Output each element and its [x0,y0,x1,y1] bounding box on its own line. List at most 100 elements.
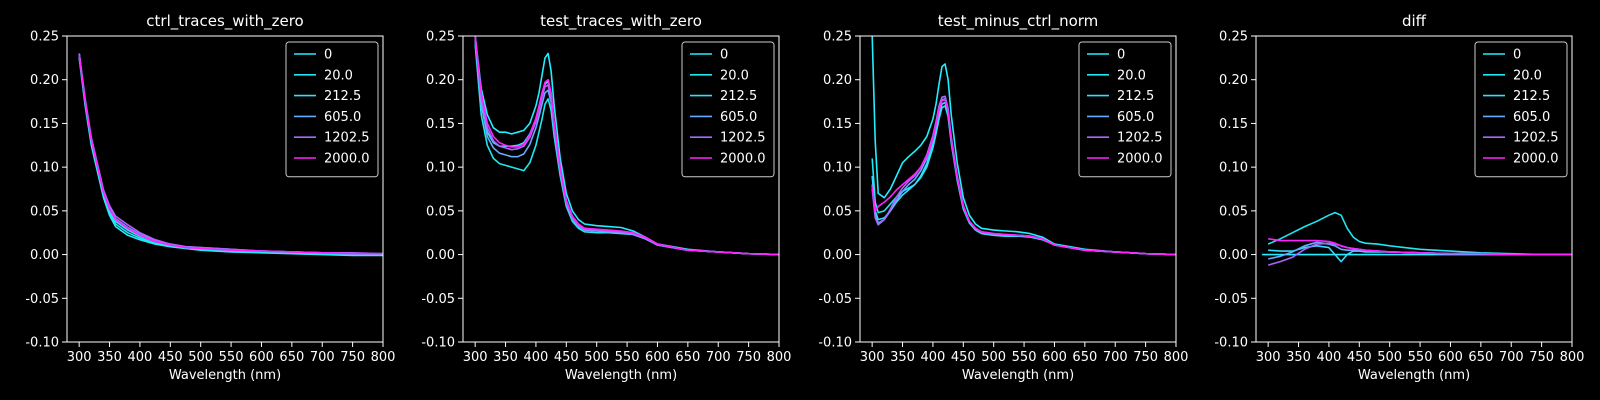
x-tick-label: 600 [1042,350,1067,365]
x-tick-label: 650 [1468,350,1493,365]
y-tick-label: 0.10 [426,161,455,176]
legend-label: 2000.0 [1513,152,1559,167]
legend-box [681,41,775,178]
x-tick-label: 400 [921,350,946,365]
x-tick-label: 400 [128,350,153,365]
legend-label: 2000.0 [720,152,766,167]
x-tick-label: 300 [463,350,488,365]
x-tick-label: 450 [158,350,183,365]
x-tick-label: 350 [890,350,915,365]
chart-title: ctrl_traces_with_zero [146,12,303,31]
y-tick-label: -0.10 [421,336,455,351]
y-tick-label: 0.10 [823,161,852,176]
y-tick-label: 0.25 [1219,30,1248,45]
x-tick-label: 400 [524,350,549,365]
chart-title: diff [1402,12,1427,30]
x-tick-label: 450 [1347,350,1372,365]
y-tick-label: 0.25 [30,30,59,45]
legend-box [1078,41,1172,178]
y-tick-label: 0.20 [426,73,455,88]
chart-panel-4: diff 300 350 400 450 500 550 600 650 700 750 800 -0.… [1214,12,1584,383]
x-tick-label: 800 [1560,350,1585,365]
axes-frame [462,35,780,343]
x-tick-label: 600 [645,350,670,365]
x-tick-label: 650 [1072,350,1097,365]
legend-label: 1202.5 [324,131,370,146]
legend-label: 605.0 [324,110,361,125]
x-tick-label: 500 [584,350,609,365]
x-tick-label: 550 [1012,350,1037,365]
x-tick-label: 750 [1133,350,1158,365]
y-tick-label: 0.20 [1219,73,1248,88]
axes-frame [859,35,1177,343]
x-tick-label: 300 [67,350,92,365]
y-tick-label: -0.05 [421,292,455,307]
y-tick-label: -0.05 [818,292,852,307]
y-tick-label: 0.10 [1219,161,1248,176]
x-tick-label: 750 [736,350,761,365]
x-axis-label: Wavelength (nm) [962,368,1074,383]
series-line-2000.0 [871,99,1176,256]
x-tick-label: 450 [951,350,976,365]
x-axis-label: Wavelength (nm) [565,368,677,383]
y-tick-label: 0.15 [30,117,59,132]
legend: 0 20.0 212.5 605.0 1202.5 2000.0 [285,41,379,178]
y-tick-label: -0.10 [818,336,852,351]
x-tick-label: 350 [1286,350,1311,365]
y-tick-label: 0.20 [30,73,59,88]
legend-label: 0 [1513,48,1521,63]
y-tick-label: 0.00 [1219,248,1248,263]
legend-label: 20.0 [720,68,749,83]
y-tick-label: -0.05 [25,292,59,307]
legend-label: 212.5 [324,89,361,104]
y-tick-label: 0.15 [823,117,852,132]
y-tick-label: 0.20 [823,73,852,88]
chart-title: test_minus_ctrl_norm [938,12,1099,31]
x-tick-label: 600 [249,350,274,365]
legend-label: 1202.5 [720,131,766,146]
chart-panel-1: ctrl_traces_with_zero 300 350 400 450 500 550 6… [25,12,395,383]
legend-label: 0 [720,48,728,63]
x-tick-label: 300 [860,350,885,365]
series-line-2000.0 [1268,238,1572,256]
legend-box [285,41,379,178]
x-tick-label: 500 [1377,350,1402,365]
x-tick-label: 700 [706,350,731,365]
y-tick-label: 0.05 [30,204,59,219]
legend-label: 212.5 [1513,89,1550,104]
x-tick-label: 450 [554,350,579,365]
y-tick-label: -0.10 [25,336,59,351]
y-tick-label: 0.00 [30,248,59,263]
x-tick-label: 650 [675,350,700,365]
x-tick-label: 750 [1529,350,1554,365]
chart-panel-3: test_minus_ctrl_norm 300 350 400 450 500 550 60… [818,12,1188,383]
legend-label: 20.0 [324,68,353,83]
legend-label: 605.0 [1117,110,1154,125]
x-tick-label: 500 [188,350,213,365]
y-tick-label: 0.05 [1219,204,1248,219]
axes-frame [66,35,384,343]
chart-panel-2: test_traces_with_zero 300 350 400 450 500 550 6… [421,12,791,383]
legend-label: 20.0 [1117,68,1146,83]
x-tick-label: 500 [981,350,1006,365]
y-tick-label: 0.05 [823,204,852,219]
series-line-2000.0 [78,55,383,255]
y-tick-label: 0.10 [30,161,59,176]
x-tick-label: 700 [1499,350,1524,365]
chart-title: test_traces_with_zero [540,12,702,31]
x-tick-label: 650 [279,350,304,365]
legend: 0 20.0 212.5 605.0 1202.5 2000.0 [1474,41,1568,178]
legend: 0 20.0 212.5 605.0 1202.5 2000.0 [681,41,775,178]
x-axis-label: Wavelength (nm) [169,368,281,383]
x-axis-label: Wavelength (nm) [1358,368,1470,383]
x-tick-label: 400 [1317,350,1342,365]
legend-label: 605.0 [720,110,757,125]
y-tick-label: -0.05 [1214,292,1248,307]
series-line-0 [871,36,1176,256]
x-tick-label: 700 [1103,350,1128,365]
x-tick-label: 300 [1256,350,1281,365]
legend-label: 20.0 [1513,68,1542,83]
x-tick-label: 550 [1408,350,1433,365]
